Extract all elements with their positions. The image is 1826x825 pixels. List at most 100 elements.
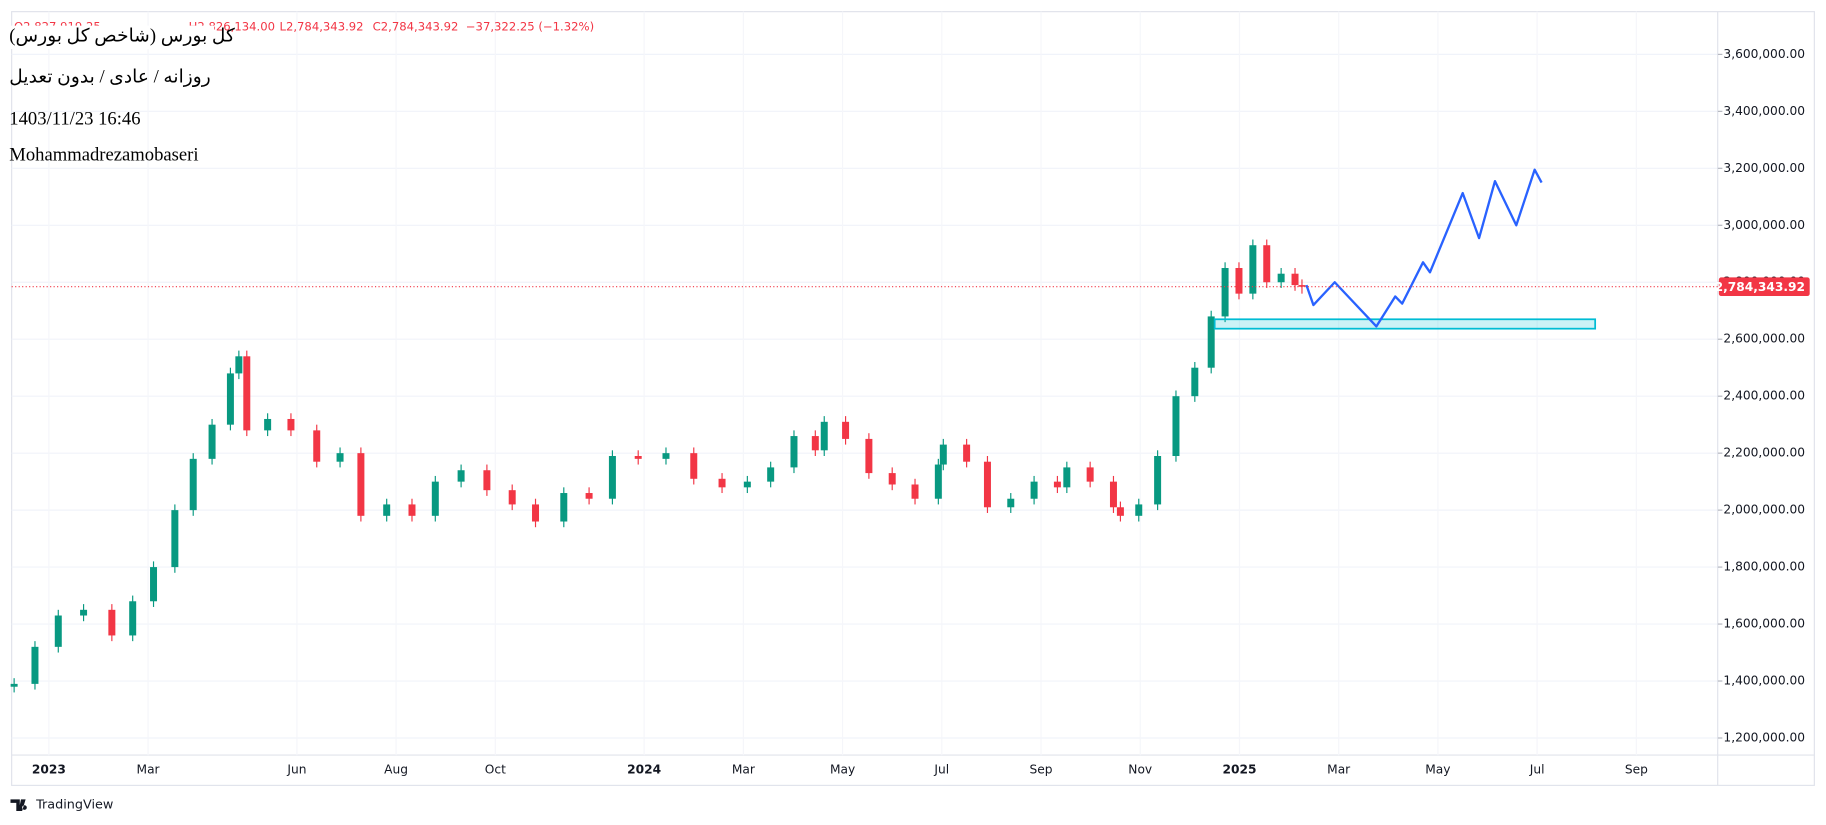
candle-body [1291, 273, 1299, 286]
frame [11, 11, 1815, 786]
candle-body [1030, 481, 1038, 499]
support-zone [1213, 318, 1597, 330]
candle-body [357, 453, 365, 516]
candle-body [1086, 467, 1094, 482]
candle-body [313, 430, 321, 462]
candle-body [226, 373, 234, 425]
candle-body [634, 456, 642, 459]
candle-body [865, 438, 873, 474]
x-tick-label: Jun [286, 763, 306, 777]
logo-mark [10, 799, 27, 812]
x-tick-label: 2025 [1222, 763, 1256, 777]
ohlc-change: −37,322.25 (−1.32%) [466, 19, 594, 33]
candle-body [939, 444, 947, 465]
candle-body [483, 470, 491, 491]
x-tick-label: 2023 [32, 763, 66, 777]
x-tick-label: Mar [1327, 763, 1351, 777]
candle-body [1207, 316, 1215, 368]
candle-body [790, 436, 798, 468]
chart-subtitle: روزانه / عادی / بدون تعدیل [9, 66, 210, 87]
candle-body [54, 615, 62, 647]
candle-body [767, 467, 775, 482]
y-tick-label: 3,200,000.00 [1723, 161, 1805, 175]
candle-body [287, 418, 295, 431]
y-tick-label: 3,000,000.00 [1723, 218, 1805, 232]
last-price-label: 2,784,343.92 [1715, 280, 1805, 294]
candle-body [150, 567, 158, 602]
projection-line [1305, 168, 1543, 328]
candle-body [336, 453, 344, 462]
last-price-badge [1718, 277, 1810, 297]
watermark: TradingView [35, 798, 113, 813]
candle-body [934, 464, 942, 499]
x-tick-label: Mar [732, 763, 756, 777]
timestamp: 1403/11/23 16:46 [9, 108, 140, 129]
candle-body [1235, 268, 1243, 294]
candle-body [31, 646, 39, 684]
candle-body [608, 456, 616, 499]
candle-body [1007, 498, 1015, 508]
y-tick-label: 1,800,000.00 [1723, 560, 1805, 574]
candle-body [1135, 504, 1143, 516]
y-tick-label: 2,400,000.00 [1723, 389, 1805, 403]
candle-body [842, 421, 850, 439]
candle-body [508, 490, 516, 505]
candle-body [189, 458, 197, 511]
candle-body [1063, 467, 1071, 488]
x-tick-label: Oct [485, 763, 506, 777]
candle-body [264, 418, 272, 431]
y-tick-label: 2,000,000.00 [1723, 503, 1805, 517]
x-tick-label: May [1425, 763, 1450, 777]
chart-title: كل بورس (شاخص كل بورس) [9, 26, 236, 47]
x-tick-label: Sep [1030, 763, 1053, 777]
logo: TradingView [10, 798, 113, 813]
x-tick-label: Sep [1625, 763, 1648, 777]
y-tick-label: 1,600,000.00 [1723, 617, 1805, 631]
candle-body [1172, 396, 1180, 457]
candle-body [383, 504, 391, 516]
candle-body [129, 601, 137, 636]
candle-body [1154, 456, 1162, 505]
candle-body [1277, 273, 1285, 283]
candle-body [1116, 507, 1124, 516]
candle-body [243, 356, 251, 431]
candle-body [820, 421, 828, 451]
candle-body [431, 481, 439, 516]
x-tick-label: 2024 [627, 763, 661, 777]
candle-body [1249, 245, 1257, 294]
x-tick-label: Nov [1128, 763, 1152, 777]
candle-body [811, 436, 819, 451]
y-tick-label: 1,200,000.00 [1723, 730, 1805, 744]
candle-body [1263, 245, 1271, 283]
ohlc-close: C2,784,343.92 [373, 19, 459, 33]
grid [11, 11, 1723, 756]
candle-body [983, 461, 991, 508]
ohlc-low: L2,784,343.92 [279, 19, 363, 33]
x-tick-label: Jul [933, 763, 949, 777]
y-tick-label: 2,600,000.00 [1723, 332, 1805, 346]
x-tick-label: Aug [384, 763, 408, 777]
candle-body [208, 424, 216, 459]
candle-body [1298, 285, 1306, 287]
candle-body [108, 609, 116, 636]
candle-body [235, 356, 243, 374]
candle-body [1221, 268, 1229, 317]
marks [10, 168, 1718, 693]
x-tick-label: Jul [1529, 763, 1545, 777]
candle-body [1191, 367, 1199, 397]
candle-body [1109, 481, 1117, 508]
candle-body [408, 504, 416, 516]
title-backdrop [6, 25, 215, 49]
candle-body [963, 444, 971, 462]
candle-body [888, 473, 896, 485]
candle-body [585, 493, 593, 499]
labels: O2,827,919.25 H2,826,134.00 L2,784,343.9… [6, 19, 1810, 813]
candle-body [1053, 481, 1061, 488]
author: Mohammadrezamobaseri [9, 144, 198, 165]
candle-body [10, 683, 18, 687]
candle-body [743, 481, 751, 488]
x-tick-label: Mar [137, 763, 161, 777]
